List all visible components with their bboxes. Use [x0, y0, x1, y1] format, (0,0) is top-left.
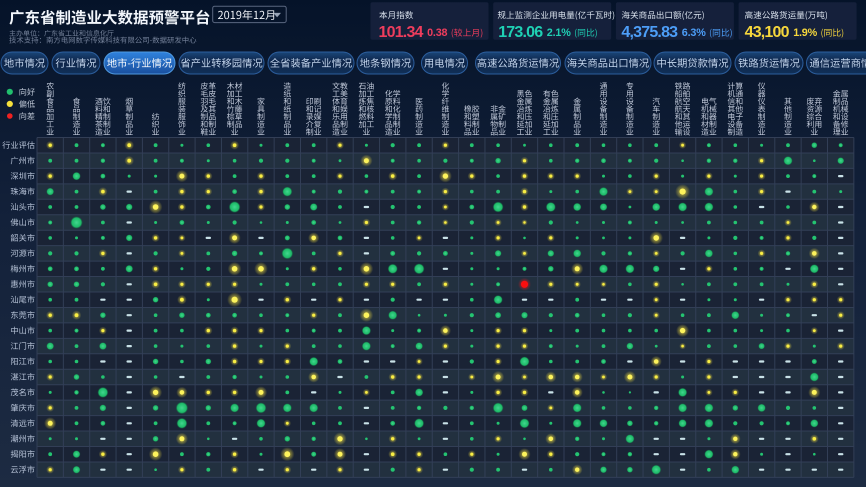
svg-text:173.06: 173.06: [498, 24, 543, 41]
svg-text:43,100: 43,100: [745, 24, 790, 41]
svg-text:4,375.83: 4,375.83: [621, 24, 678, 41]
svg-text:1.9%: 1.9%: [793, 27, 817, 39]
svg-text:6.3%: 6.3%: [682, 27, 706, 39]
svg-text:2.1%: 2.1%: [547, 27, 571, 39]
svg-text:101.34: 101.34: [379, 24, 424, 41]
svg-text:0.38: 0.38: [427, 27, 447, 39]
